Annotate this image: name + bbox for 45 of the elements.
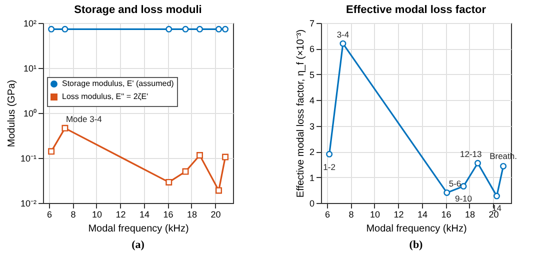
text: (b) <box>409 239 424 251</box>
y-tick-label: 10⁰ <box>23 108 36 118</box>
chart-title: Effective modal loss factor <box>346 4 487 16</box>
annotation: Mode 3-4 <box>66 114 102 124</box>
x-axis-title: Modal frequency (kHz) <box>366 224 467 234</box>
chart-title: Storage and loss moduli <box>74 4 202 16</box>
x-tick-label: 20 <box>210 210 221 220</box>
y-tick-label: 0 <box>309 198 314 208</box>
y-axis-title: Modulus (GPa) <box>6 80 18 148</box>
x-tick-label: 14 <box>139 210 150 220</box>
annotation: 5-6 <box>448 178 462 189</box>
x-tick-label: 20 <box>488 210 499 220</box>
x-tick-label: 14 <box>417 210 428 220</box>
legend-label: Loss modulus, E'' = 2ζE' <box>62 92 149 101</box>
x-tick-label: 10 <box>370 210 380 220</box>
x-tick-label: 8 <box>348 210 354 220</box>
x-tick-label: 6 <box>46 210 52 220</box>
y-tick-label: 1 <box>309 172 314 183</box>
x-tick-label: 18 <box>464 210 475 220</box>
x-tick-label: 10 <box>92 210 102 220</box>
x-axis-title: Modal frequency (kHz) <box>88 224 189 234</box>
annotation: 3-4 <box>336 30 350 40</box>
y-tick-label: 6 <box>309 44 314 54</box>
x-tick-label: 12 <box>116 210 126 220</box>
x-tick-label: 16 <box>441 210 452 220</box>
legend-label: Storage modulus, E' (assumed) <box>62 79 174 88</box>
x-tick-label: 16 <box>163 210 174 220</box>
y-tick-label: 10⁻¹ <box>20 154 36 164</box>
x-tick-label: 8 <box>70 210 76 220</box>
text: (a) <box>132 239 145 251</box>
y-tick-label: 5 <box>309 70 314 80</box>
y-tick-label: 10² <box>23 18 36 28</box>
annotation: 1-2 <box>323 162 336 172</box>
y-tick-label: 10¹ <box>23 64 36 74</box>
y-tick-label: 2 <box>309 147 314 158</box>
x-tick-label: 18 <box>186 210 197 220</box>
annotation: 12-13 <box>460 149 482 160</box>
y-tick-label: 4 <box>309 96 314 106</box>
y-tick-label: 10⁻² <box>20 198 36 208</box>
y-tick-label: 7 <box>309 18 314 28</box>
y-axis-title: Effective modal loss factor, η_f (×10⁻³) <box>295 29 306 198</box>
y-tick-label: 3 <box>309 121 314 132</box>
x-tick-label: 12 <box>394 210 404 220</box>
x-tick-label: 6 <box>324 210 330 220</box>
annotation: 9-10 <box>454 193 472 204</box>
